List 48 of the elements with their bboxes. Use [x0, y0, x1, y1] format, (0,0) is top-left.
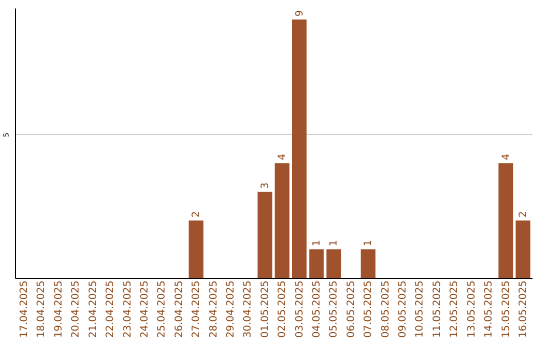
bar [516, 220, 530, 278]
bar [326, 249, 342, 278]
bar [309, 249, 324, 278]
x-tick-label: 03.05.2025 [294, 280, 306, 338]
x-tick-label: 16.05.2025 [518, 280, 529, 338]
data-label: 2 [518, 211, 529, 218]
data-label: 1 [328, 240, 340, 246]
x-tick-label: 21.04.2025 [88, 280, 99, 338]
bar [360, 249, 376, 278]
x-tick-label: 30.04.2025 [242, 280, 254, 338]
data-label: 3 [260, 182, 271, 189]
x-tick-label: 12.05.2025 [449, 280, 460, 338]
x-tick-label: 24.04.2025 [139, 280, 150, 338]
x-tick-label: 26.04.2025 [174, 280, 185, 338]
x-tick-label: 22.04.2025 [105, 280, 116, 338]
bar [274, 163, 290, 278]
x-tick-label: 18.04.2025 [36, 280, 48, 338]
x-tick-label: 01.05.2025 [260, 280, 271, 338]
data-label: 4 [500, 154, 512, 160]
x-tick-label: 17.04.2025 [19, 280, 30, 338]
x-tick-label: 08.05.2025 [380, 280, 392, 338]
bar [498, 163, 514, 278]
x-tick-label: 23.04.2025 [122, 280, 134, 338]
x-tick-label: 27.04.2025 [191, 280, 202, 338]
x-tick-label: 11.05.2025 [432, 280, 443, 338]
data-label: 1 [312, 240, 323, 246]
data-label: 2 [191, 211, 202, 218]
x-tick-label: 10.05.2025 [414, 280, 426, 338]
x-tick-label: 19.04.2025 [53, 280, 64, 338]
bar [188, 220, 204, 278]
x-tick-label: 04.05.2025 [312, 280, 323, 338]
x-tick-label: 07.05.2025 [363, 280, 374, 338]
x-tick-label: 29.04.2025 [225, 280, 236, 338]
x-tick-label: 20.04.2025 [70, 280, 82, 338]
x-tick-label: 05.05.2025 [328, 280, 340, 338]
x-tick-label: 15.05.2025 [500, 280, 512, 338]
data-label: 1 [363, 240, 374, 246]
x-tick-label: 09.05.2025 [398, 280, 409, 338]
data-label: 9 [294, 10, 306, 16]
x-tick-label: 13.05.2025 [466, 280, 478, 338]
bar [258, 192, 272, 278]
x-tick-label: 02.05.2025 [277, 280, 288, 338]
x-tick-label: 28.04.2025 [208, 280, 220, 338]
x-tick-label: 25.04.2025 [156, 280, 168, 338]
x-tick-label: 06.05.2025 [346, 280, 357, 338]
bar [292, 19, 307, 278]
x-tick-label: 14.05.2025 [484, 280, 495, 338]
data-label: 4 [277, 154, 288, 160]
